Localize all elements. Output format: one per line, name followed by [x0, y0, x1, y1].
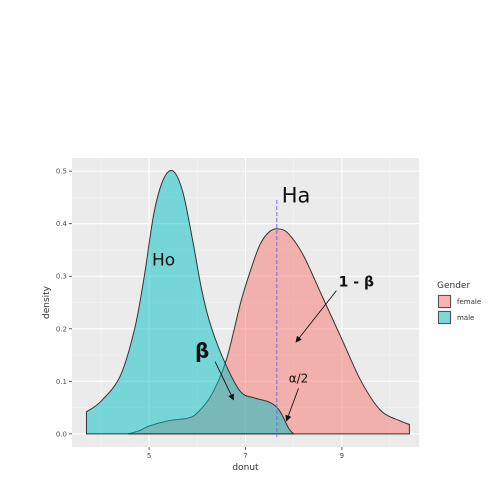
y-tick-label: 0.4	[56, 220, 68, 228]
y-tick-label: 0.3	[56, 273, 67, 281]
annotation-label: α/2	[289, 371, 309, 385]
legend-label-female: female	[457, 298, 481, 306]
y-tick-label: 0.5	[56, 168, 67, 176]
x-axis: 5 7 9	[147, 447, 344, 460]
legend-title: Gender	[437, 281, 470, 291]
y-axis-title: density	[42, 285, 52, 319]
legend-label-male: male	[457, 314, 474, 322]
y-tick-label: 0.2	[56, 325, 67, 333]
series-layer	[85, 169, 410, 435]
y-tick-label: 0.0	[56, 430, 67, 438]
annotation-label: Ho	[152, 251, 175, 271]
annotation-arrow	[285, 388, 299, 422]
x-tick-label: 7	[243, 452, 247, 460]
x-tick-label: 5	[147, 452, 151, 460]
annotation-label: Ha	[282, 184, 311, 208]
legend-swatch-female	[438, 295, 451, 308]
annotation-label: β	[195, 339, 209, 363]
annotation-arrow	[295, 290, 337, 343]
density-area-male	[85, 169, 295, 435]
y-axis: 0.0 0.1 0.2 0.3 0.4 0.5	[56, 168, 72, 438]
y-tick-label: 0.1	[56, 378, 67, 386]
annotation-arrow	[214, 361, 234, 401]
annotations: Ho Ha 1 - β β α/2	[152, 184, 374, 422]
annotation-label: 1 - β	[339, 275, 374, 291]
x-axis-title: donut	[232, 463, 259, 473]
legend-swatch-male	[438, 311, 451, 324]
x-tick-label: 9	[340, 452, 344, 460]
legend: Gender female male	[437, 281, 481, 325]
